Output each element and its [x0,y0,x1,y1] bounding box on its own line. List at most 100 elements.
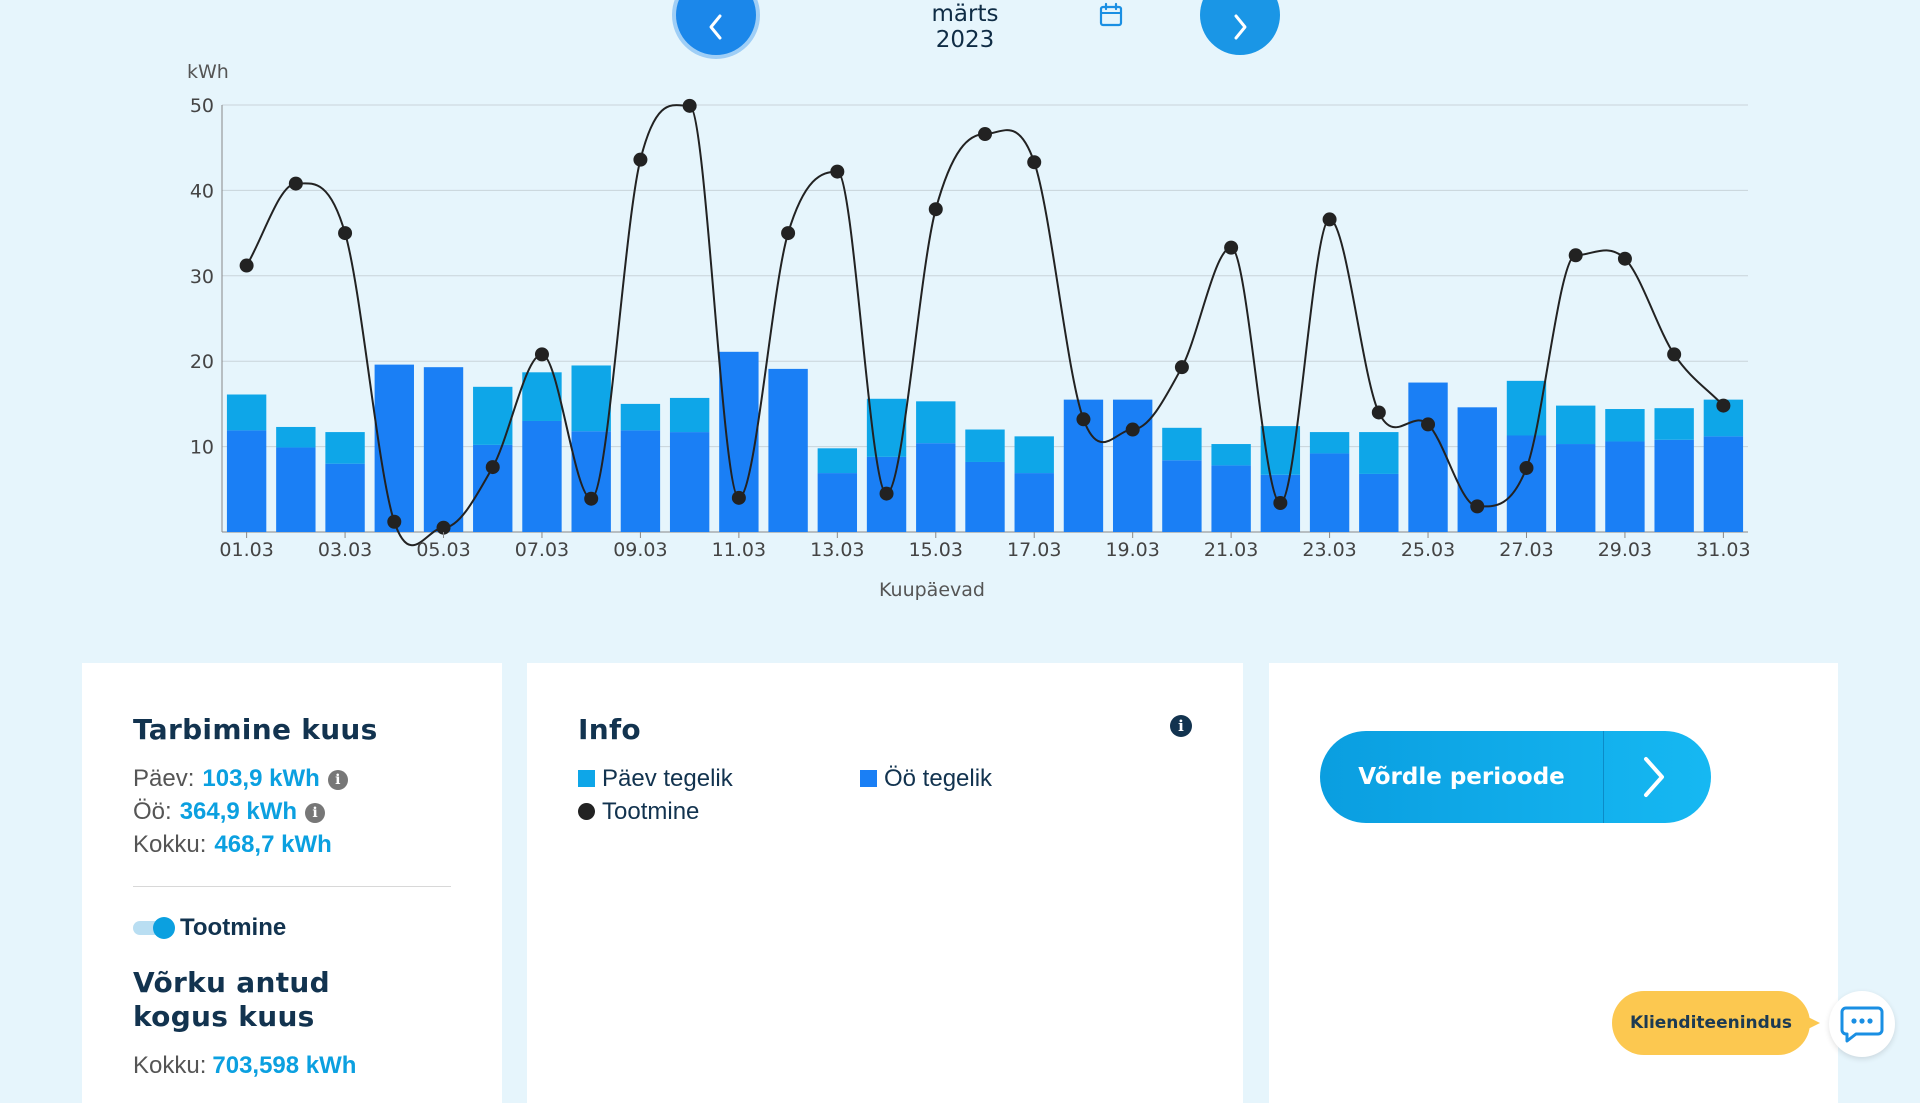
total-label: Kokku: [133,831,207,858]
production-point [1273,495,1288,510]
bar-night [1703,436,1744,532]
y-tick-label: 20 [190,351,214,373]
night-consumption-row: Öö: 364,9 kWh i [133,798,326,826]
info-icon[interactable]: i [1170,715,1192,737]
consumption-title: Tarbimine kuus [133,713,378,746]
production-point [781,226,796,241]
x-tick-label: 07.03 [515,539,569,561]
y-tick-label: 30 [190,266,214,288]
production-point [1322,212,1337,227]
bar-day [1605,409,1645,442]
production-point [338,226,353,241]
bar-day [916,401,956,444]
production-point [1617,251,1632,266]
legend-production-label: Tootmine [602,798,700,825]
production-point [1371,405,1386,420]
bar-day [1556,405,1596,445]
x-tick-label: 03.03 [318,539,372,561]
x-tick-label: 29.03 [1598,539,1652,561]
bar-night [1605,441,1645,532]
production-line [239,98,1731,547]
bar-night [1309,453,1350,532]
bar-day [1309,432,1350,454]
bar-night [1654,439,1694,532]
x-tick-label: 01.03 [219,539,273,561]
production-point [1568,248,1583,263]
legend-day: Päev tegelik [578,765,733,793]
bar-night [522,420,562,532]
bar-day [1654,408,1694,440]
production-point [387,514,402,529]
x-axis-title: Kuupäevad [879,579,985,601]
production-point [239,258,254,273]
x-tick-label: 09.03 [613,539,667,561]
production-point [978,127,992,142]
bar-night [1556,444,1596,532]
production-point [1667,347,1682,362]
button-separator [1603,731,1604,823]
chat-bubble-icon [1840,1006,1884,1043]
bar-day [571,365,611,432]
bar-day [1211,444,1251,466]
consumption-card: Tarbimine kuus Päev: 103,9 kWh i Öö: 364,9 … [82,663,502,1103]
y-tick-label: 10 [190,437,214,459]
production-point [1224,240,1239,255]
bar-night [1211,465,1251,532]
production-point [1421,417,1436,432]
production-point [1027,155,1042,170]
bar-day [226,394,267,431]
x-tick-label: 17.03 [1007,539,1061,561]
chevron-right-icon [1234,14,1247,40]
bar-night [1162,460,1202,532]
bar-night [965,461,1005,532]
bar-night [1359,473,1399,532]
bar-night [916,443,956,532]
bar-night [669,432,710,532]
info-icon[interactable]: i [305,802,326,823]
bar-night [817,473,858,532]
info-card: Info i Päev tegelik Öö tegelik Tootmine [527,663,1243,1103]
compare-periods-button[interactable]: Võrdle perioode [1320,731,1711,823]
production-toggle[interactable] [133,917,175,939]
chevron-left-icon [709,14,722,40]
total-value: 468,7 kWh [214,831,332,858]
bar-night [226,430,267,532]
bar-night [1506,435,1547,532]
legend-day-swatch [578,770,595,787]
toggle-knob [153,917,175,939]
x-tick-label: 11.03 [712,539,766,561]
bar-day [965,429,1005,462]
production-point [1076,412,1091,427]
production-point [731,490,746,505]
divider [133,886,451,887]
day-label: Päev: [133,765,195,792]
night-value: 364,9 kWh [179,798,298,825]
x-tick-label: 19.03 [1105,539,1159,561]
bar-night [423,367,464,532]
chevron-right-icon [1644,757,1664,797]
bar-night [276,447,316,532]
bar-day [276,426,316,448]
x-tick-label: 13.03 [810,539,864,561]
bar-night [768,368,808,532]
chat-button[interactable] [1829,991,1895,1057]
production-point [584,491,599,506]
bar-night [1408,382,1448,532]
customer-service-button[interactable]: Klienditeenindus [1612,991,1820,1055]
x-tick-label: 23.03 [1302,539,1356,561]
info-icon[interactable]: i [327,769,348,790]
production-point [928,202,943,217]
production-point [633,152,648,167]
bar-day [817,448,858,474]
day-consumption-row: Päev: 103,9 kWh i [133,765,348,793]
legend-night-label: Öö tegelik [884,765,993,792]
calendar-icon[interactable] [1098,2,1124,33]
production-point [485,460,500,475]
x-tick-label: 31.03 [1696,539,1750,561]
chart-ticks: 10 20 30 40 50 01.03 03.03 05.03 07.03 09.03 11.03… [190,95,1751,561]
bar-day [1359,432,1399,474]
legend-night-swatch [860,770,877,787]
production-point [534,347,549,362]
info-title: Info [578,713,641,746]
production-point [879,486,894,501]
